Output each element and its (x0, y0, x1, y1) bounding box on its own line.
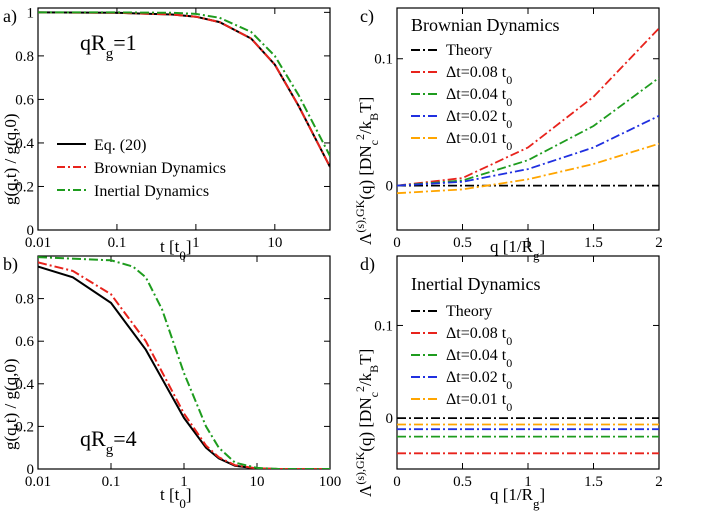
legend-label-brownian: Brownian Dynamics (94, 160, 226, 177)
x-tick-label: 1 (524, 474, 532, 490)
legend-label: Δt=0.01 t0 (446, 391, 512, 414)
x-tick-label: 0.1 (108, 235, 127, 251)
legend-label: Δt=0.02 t0 (446, 108, 512, 131)
panel-a-axes (37, 7, 331, 231)
legend-label-eq20: Eq. (20) (94, 137, 146, 154)
y-tick-label: 0 (27, 462, 35, 478)
x-tick-label: 0 (393, 235, 401, 251)
y-tick-label: 0.2 (15, 419, 34, 435)
y-tick-label: 0.1 (374, 52, 393, 68)
legend-label: Δt=0.04 t0 (446, 347, 512, 370)
panel-a-legend: Eq. (20) Brownian Dynamics Inertial Dyna… (57, 137, 226, 200)
x-tick-label: 2 (655, 235, 663, 251)
x-tick-label: 1 (192, 235, 200, 251)
x-tick-label: 0.01 (25, 235, 51, 251)
panel-a-letter: a) (3, 6, 17, 27)
series-line (397, 114, 659, 187)
x-tick-label: 2 (655, 474, 663, 490)
panel-a-annotation: qRg=1 (80, 30, 137, 62)
panel-c-title: Brownian Dynamics (411, 15, 559, 35)
panel-c-ylabel: Λ(s),GK(q) [DNc2/kBT] (353, 97, 381, 245)
legend-label-inertial: Inertial Dynamics (94, 183, 209, 200)
series-line (397, 142, 659, 195)
y-tick-label: 0.2 (15, 179, 34, 195)
series-line (38, 11, 330, 157)
y-tick-label: 0.1 (374, 318, 393, 334)
panel-d-letter: d) (360, 254, 375, 275)
x-tick-label: 0 (393, 474, 401, 490)
y-tick-label: 0.6 (15, 92, 34, 108)
x-tick-label: 100 (319, 474, 342, 490)
y-tick-label: 0.4 (15, 136, 34, 152)
series-line (38, 256, 330, 469)
legend-label: Δt=0.02 t0 (446, 369, 512, 392)
y-tick-label: 0 (386, 411, 394, 427)
x-tick-label: 1.5 (584, 474, 603, 490)
y-tick-label: 0.8 (15, 49, 34, 65)
panel-series-group (397, 417, 659, 455)
legend-label: Δt=0.08 t0 (446, 64, 512, 87)
panel-series-group (38, 11, 330, 168)
x-tick-label: 10 (250, 474, 265, 490)
panel-series-group (397, 27, 659, 195)
legend-label: Theory (446, 303, 492, 320)
legend-label: Δt=0.04 t0 (446, 86, 512, 109)
y-tick-label: 0.8 (15, 292, 34, 308)
x-tick-label: 0.01 (25, 474, 51, 490)
panel-b-letter: b) (3, 254, 18, 275)
panel-a-xlabel: t [t0] (160, 237, 192, 263)
panel-d-xlabel: q [1/Rg] (490, 485, 545, 511)
legend-label: Δt=0.08 t0 (446, 325, 512, 348)
panel-series-group (38, 256, 330, 469)
panel-c-xlabel: q [1/Rg] (490, 237, 545, 263)
y-tick-label: 0 (386, 179, 394, 195)
y-tick-label: 0.4 (15, 377, 34, 393)
panel-b-annotation: qRg=4 (80, 426, 137, 458)
series-line (38, 261, 330, 469)
x-tick-label: 0.5 (453, 235, 472, 251)
y-tick-label: 0 (27, 223, 35, 239)
y-tick-label: 1 (27, 5, 35, 21)
panel-b-ylabel: g(q,t) / g(q,0) (1, 358, 20, 450)
x-tick-label: 0.5 (453, 474, 472, 490)
x-tick-label: 1 (524, 235, 532, 251)
x-tick-label: 10 (267, 235, 282, 251)
legend-label: Theory (446, 42, 492, 59)
x-tick-label: 1 (180, 474, 188, 490)
panel-c-letter: c) (360, 6, 374, 27)
panel-d-ylabel: Λ(s),GK(q) [DNc2/kBT] (353, 349, 381, 497)
panel-d-title: Inertial Dynamics (411, 274, 540, 294)
series-line (397, 27, 659, 187)
legend-label: Δt=0.01 t0 (446, 130, 512, 153)
x-tick-label: 0.1 (102, 474, 121, 490)
y-tick-label: 0.6 (15, 334, 34, 350)
x-tick-label: 1.5 (584, 235, 603, 251)
panel-c-axes (396, 7, 660, 231)
panel-a-ylabel: g(q,t) / g(q,0) (1, 113, 20, 205)
